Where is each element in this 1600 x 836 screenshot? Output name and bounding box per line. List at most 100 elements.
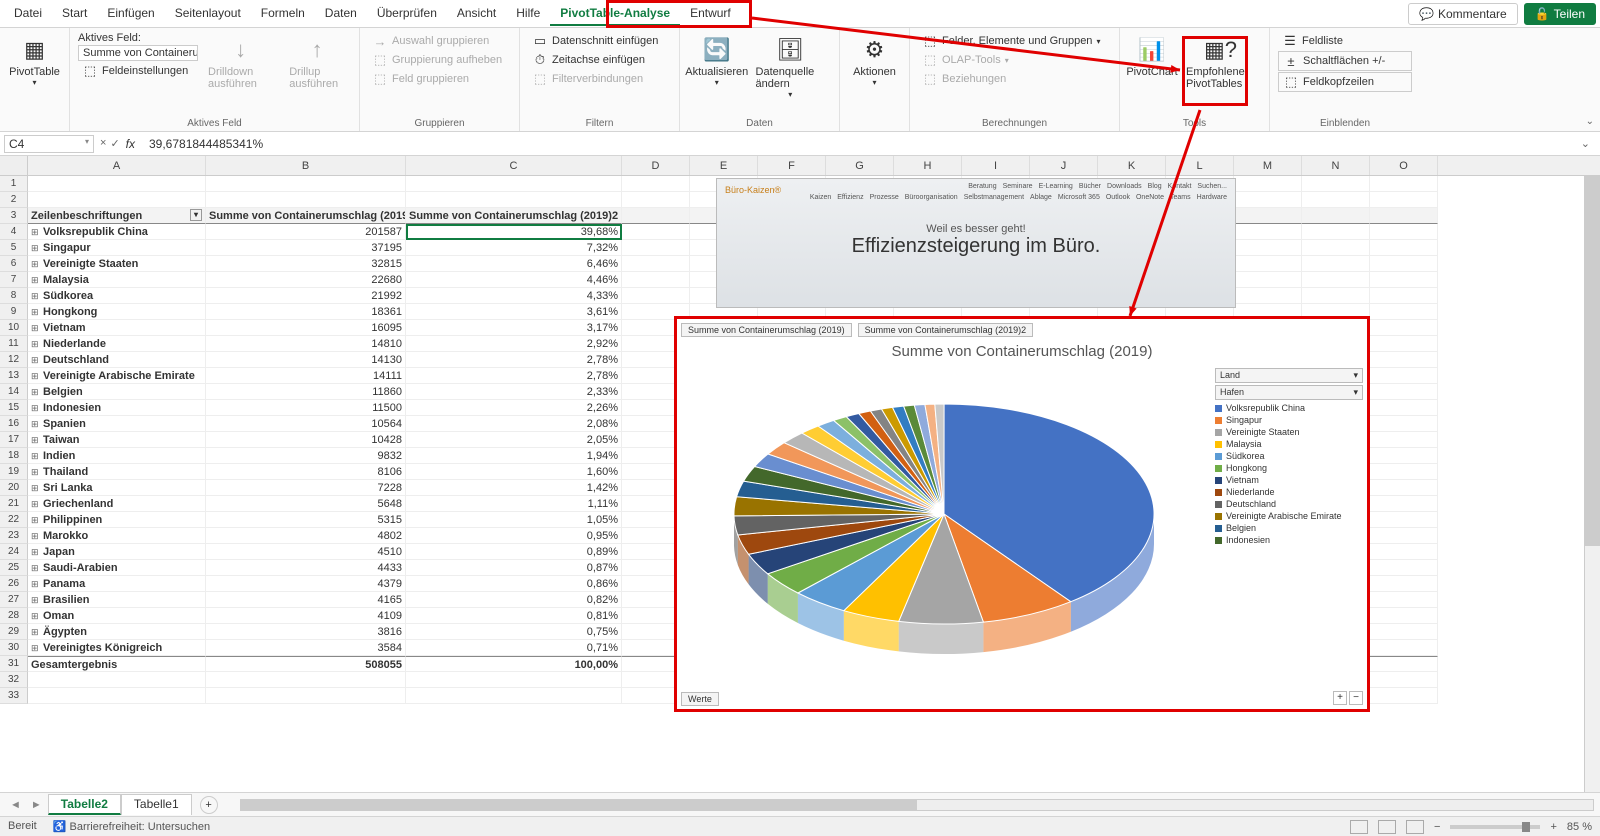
cell[interactable] [1370, 304, 1438, 320]
cell[interactable]: ⊞Saudi-Arabien [28, 560, 206, 576]
cell[interactable]: 2,05% [406, 432, 622, 448]
recommended-pt-button[interactable]: ▦?Empfohlene PivotTables [1180, 32, 1261, 92]
column-header[interactable]: L [1166, 156, 1234, 175]
status-accessibility[interactable]: ♿ Barrierefreiheit: Untersuchen [53, 820, 210, 833]
row-header[interactable]: 21 [0, 496, 28, 512]
row-header[interactable]: 3 [0, 208, 28, 224]
pivottable-button[interactable]: ▦ PivotTable▾ [8, 32, 61, 89]
cell[interactable] [1370, 464, 1438, 480]
cell[interactable]: ⊞Spanien [28, 416, 206, 432]
cell[interactable]: 2,26% [406, 400, 622, 416]
cell[interactable] [622, 256, 690, 272]
cell[interactable] [1302, 176, 1370, 192]
cell[interactable]: 5315 [206, 512, 406, 528]
cell[interactable] [28, 176, 206, 192]
cell[interactable]: 4510 [206, 544, 406, 560]
row-header[interactable]: 27 [0, 592, 28, 608]
cell[interactable]: 2,78% [406, 368, 622, 384]
field-list-button[interactable]: ☰Feldliste [1278, 32, 1412, 50]
cell[interactable]: 1,42% [406, 480, 622, 496]
vertical-scrollbar[interactable] [1584, 176, 1600, 792]
cell[interactable]: 3,17% [406, 320, 622, 336]
cell[interactable]: 32815 [206, 256, 406, 272]
cell[interactable]: 11500 [206, 400, 406, 416]
cell[interactable]: ⊞Indonesien [28, 400, 206, 416]
cell[interactable]: 0,81% [406, 608, 622, 624]
cell[interactable] [1370, 688, 1438, 704]
cell[interactable] [1370, 272, 1438, 288]
cell[interactable]: ⊞Taiwan [28, 432, 206, 448]
cell[interactable] [1234, 176, 1302, 192]
column-header[interactable]: A [28, 156, 206, 175]
column-header[interactable]: N [1302, 156, 1370, 175]
values-button[interactable]: Werte [681, 692, 719, 706]
cell[interactable]: 0,87% [406, 560, 622, 576]
cell[interactable] [1370, 640, 1438, 656]
row-header[interactable]: 6 [0, 256, 28, 272]
field-headers-button[interactable]: ⬚Feldkopfzeilen [1278, 72, 1412, 92]
cell[interactable] [1370, 400, 1438, 416]
row-header[interactable]: 32 [0, 672, 28, 688]
cell[interactable] [1370, 208, 1438, 224]
row-header[interactable]: 1 [0, 176, 28, 192]
row-header[interactable]: 20 [0, 480, 28, 496]
cell[interactable] [406, 672, 622, 688]
cell[interactable]: ⊞Japan [28, 544, 206, 560]
column-header[interactable]: B [206, 156, 406, 175]
cell[interactable] [1370, 480, 1438, 496]
row-header[interactable]: 25 [0, 560, 28, 576]
cell[interactable]: 2,08% [406, 416, 622, 432]
cell[interactable] [1370, 384, 1438, 400]
cell[interactable]: ⊞Philippinen [28, 512, 206, 528]
cell[interactable]: ⊞Griechenland [28, 496, 206, 512]
row-header[interactable]: 11 [0, 336, 28, 352]
column-header[interactable]: K [1098, 156, 1166, 175]
cell[interactable] [1302, 288, 1370, 304]
cell[interactable]: 0,86% [406, 576, 622, 592]
menu-tab-überprüfen[interactable]: Überprüfen [367, 2, 447, 26]
cell[interactable] [1370, 416, 1438, 432]
menu-tab-datei[interactable]: Datei [4, 2, 52, 26]
cell[interactable]: Summe von Containerumschlag (2019) [206, 208, 406, 224]
cell[interactable]: 21992 [206, 288, 406, 304]
cell[interactable] [1370, 176, 1438, 192]
row-header[interactable]: 28 [0, 608, 28, 624]
row-header[interactable]: 5 [0, 240, 28, 256]
cell[interactable]: ⊞Volksrepublik China [28, 224, 206, 240]
sheet-nav-prev[interactable]: ◄ [6, 799, 25, 811]
cell[interactable]: 4109 [206, 608, 406, 624]
view-layout-button[interactable] [1378, 820, 1396, 834]
cell[interactable] [1370, 432, 1438, 448]
cell[interactable] [622, 176, 690, 192]
cell[interactable]: ⊞Niederlande [28, 336, 206, 352]
row-header[interactable]: 16 [0, 416, 28, 432]
cell[interactable]: 2,33% [406, 384, 622, 400]
cell[interactable]: 4433 [206, 560, 406, 576]
cell[interactable] [622, 208, 690, 224]
field-settings-button[interactable]: ⬚Feldeinstellungen [78, 62, 198, 80]
cell[interactable] [1370, 288, 1438, 304]
view-break-button[interactable] [1406, 820, 1424, 834]
filter-land[interactable]: Land▾ [1215, 368, 1363, 383]
cell[interactable]: 4802 [206, 528, 406, 544]
row-header[interactable]: 9 [0, 304, 28, 320]
enter-icon[interactable]: ✓ [110, 137, 119, 150]
row-header[interactable]: 30 [0, 640, 28, 656]
cell[interactable]: 1,05% [406, 512, 622, 528]
cell[interactable] [406, 176, 622, 192]
cell[interactable]: 9832 [206, 448, 406, 464]
cell[interactable] [622, 272, 690, 288]
cell[interactable]: Summe von Containerumschlag (2019)2 [406, 208, 622, 224]
cell[interactable]: ⊞Marokko [28, 528, 206, 544]
sheet-tab[interactable]: Tabelle2 [48, 794, 121, 815]
cell[interactable]: ⊞Vereinigte Staaten [28, 256, 206, 272]
column-header[interactable]: I [962, 156, 1030, 175]
cell[interactable]: ⊞Vietnam [28, 320, 206, 336]
row-header[interactable]: 29 [0, 624, 28, 640]
menu-tab-entwurf[interactable]: Entwurf [680, 2, 741, 26]
buttons-toggle-button[interactable]: ±Schaltflächen +/- [1278, 51, 1412, 71]
row-header[interactable]: 2 [0, 192, 28, 208]
cell[interactable] [1370, 608, 1438, 624]
cell[interactable]: 2,78% [406, 352, 622, 368]
row-header[interactable]: 24 [0, 544, 28, 560]
